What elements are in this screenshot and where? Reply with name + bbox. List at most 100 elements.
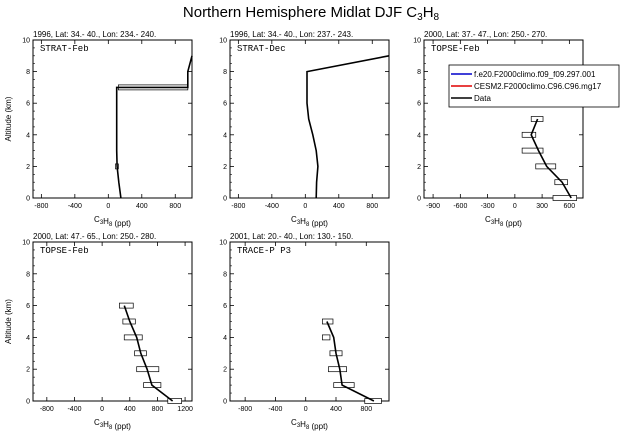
y-tick-label: 6 [417,101,421,108]
figure-title-text-2: H [423,4,434,21]
legend-label-1: f.e20.F2000climo.f09_f09.297.001 [474,70,596,79]
y-tick-label: 8 [417,69,421,76]
x-tick-label: 800 [360,406,372,413]
x-tick-label: 400 [333,203,345,210]
x-tick-label: 800 [169,203,181,210]
y-tick-label: 8 [223,271,227,278]
panel-header: 2001, Lat: 20.- 40., Lon: 130.- 150. [230,232,353,241]
error-box [521,147,544,154]
x-tick-label: 0 [100,406,104,413]
x-axis-label-sub: 8 [306,425,310,431]
panel-5: 2001, Lat: 20.- 40., Lon: 130.- 150. TRAC… [219,232,390,431]
series-line-data [530,118,572,199]
panel-1: 1996, Lat: 34.- 40., Lon: 234.- 240. STRA… [4,30,193,228]
x-tick-label: -900 [426,203,440,210]
legend-frame [448,64,620,108]
y-tick-label: 4 [417,132,421,139]
x-tick-label: 400 [136,203,148,210]
figure-title: Northern Hemisphere Midlat DJF C3H8 [183,4,440,23]
plot-frame [32,241,193,402]
y-tick-label: 10 [219,240,227,247]
figure-title-sub-2: 8 [434,12,440,23]
x-axis-label-sub: 8 [306,222,310,228]
y-tick-label: 8 [26,69,30,76]
y-tick-label: 10 [22,240,30,247]
legend: f.e20.F2000climo.f09_f09.297.001 CESM2.F2… [448,64,620,108]
x-axis-label-part: (ppt) [309,219,328,228]
y-tick-label: 0 [26,399,30,406]
x-axis-label-part: H [103,217,109,226]
x-tick-label: 800 [366,203,378,210]
panel-2: 1996, Lat: 34.- 40., Lon: 237.- 243. STRA… [219,30,390,228]
x-axis-label-part: (ppt) [309,422,328,431]
y-tick-label: 2 [223,164,227,171]
x-tick-label: 400 [124,406,136,413]
error-box [521,131,537,138]
plot-frame [32,39,193,199]
x-axis-label: C3H8 (ppt) [291,418,328,431]
x-tick-label: 1200 [177,406,193,413]
y-tick-label: 10 [219,38,227,45]
x-axis-label-part: H [103,420,109,429]
x-tick-label: -800 [40,406,54,413]
error-box [328,366,347,373]
error-box [119,302,134,309]
error-box [552,195,577,201]
x-tick-label: -800 [231,203,245,210]
y-tick-label: 2 [26,367,30,374]
series-line-data [123,305,174,402]
x-axis-label-sub: 3 [297,423,301,429]
panel-name: STRAT-Feb [40,44,89,54]
x-tick-label: -400 [268,406,282,413]
y-tick-label: 4 [223,335,227,342]
error-box [322,334,331,341]
panel-3: 2000, Lat: 37.- 47., Lon: 250.- 270. TOPS… [413,30,584,228]
x-axis-label: C3H8 (ppt) [485,215,522,228]
figure-title-sub: 3 [417,12,423,23]
panel-header: 1996, Lat: 34.- 40., Lon: 237.- 243. [230,30,353,39]
y-tick-label: 8 [26,271,30,278]
error-box [123,334,143,341]
x-axis-label: C3H8 (ppt) [291,215,328,228]
panels-group: 1996, Lat: 34.- 40., Lon: 234.- 240. STRA… [4,30,584,431]
y-axis-label: Altitude (km) [4,96,13,141]
plot-frame [229,241,390,402]
legend-label-2: CESM2.F2000climo.C96.C96.mg17 [474,82,602,91]
panel-4: 2000, Lat: 47.- 65., Lon: 250.- 280. TOPS… [4,232,193,431]
x-axis-label-part: (ppt) [112,422,131,431]
x-axis-label: C3H8 (ppt) [94,215,131,228]
x-axis-label-part: C [485,215,491,224]
x-axis-label-part: C [94,215,100,224]
y-tick-label: 10 [22,38,30,45]
x-axis-label-part: H [494,217,500,226]
y-tick-label: 8 [223,69,227,76]
x-axis-label-sub: 8 [109,222,113,228]
series-line-data [326,321,375,402]
x-axis-label-part: (ppt) [112,219,131,228]
y-tick-label: 6 [223,101,227,108]
y-tick-label: 4 [26,132,30,139]
y-tick-label: 6 [26,101,30,108]
y-tick-label: 0 [26,196,30,203]
x-axis-label-part: H [300,420,306,429]
panel-name: STRAT-Dec [237,44,286,54]
y-tick-label: 2 [223,367,227,374]
y-tick-label: 4 [26,335,30,342]
x-axis-label-sub: 3 [100,220,104,226]
y-tick-label: 0 [223,196,227,203]
legend-label-3: Data [474,94,491,103]
plot-frame [423,39,584,199]
x-tick-label: -400 [68,203,82,210]
series-line-data [115,55,193,199]
x-tick-label: 400 [330,406,342,413]
panel-header: 2000, Lat: 37.- 47., Lon: 250.- 270. [424,30,547,39]
y-tick-label: 0 [417,196,421,203]
x-tick-label: 800 [152,406,164,413]
x-axis-label-part: C [291,418,297,427]
x-tick-label: 600 [564,203,576,210]
x-axis-label-sub: 8 [109,425,113,431]
y-tick-label: 4 [223,132,227,139]
error-box [333,382,355,388]
x-tick-label: -800 [34,203,48,210]
